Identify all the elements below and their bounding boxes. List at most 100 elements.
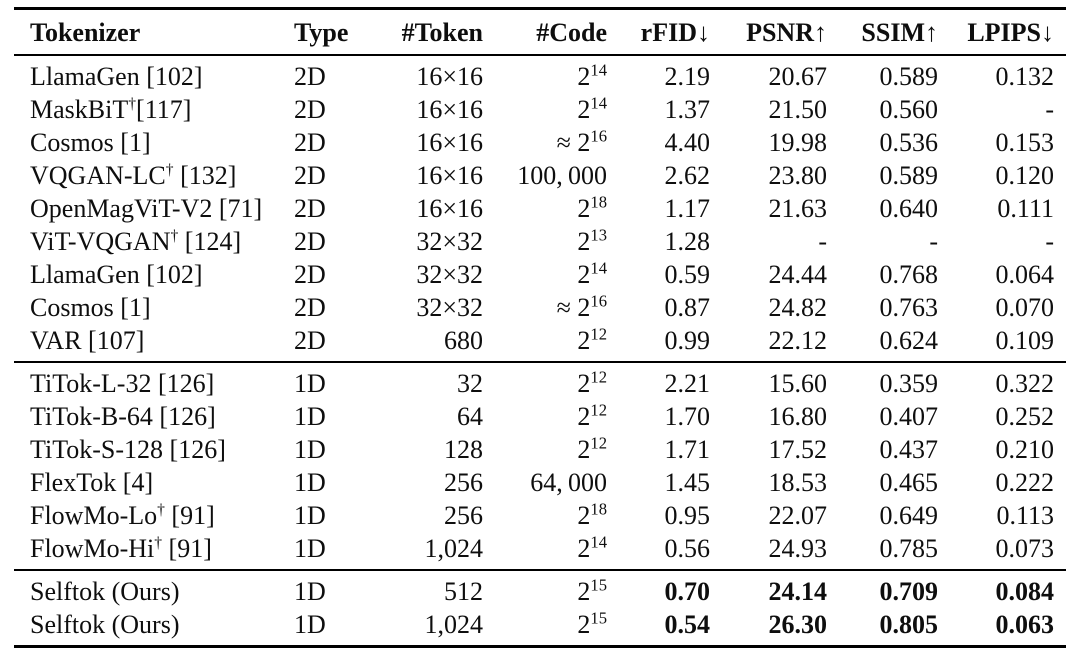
cell-type: 2D — [294, 260, 326, 289]
section-selftok-ours: Selftok (Ours) 1D 512 215 0.70 24.14 0.709 0.08… — [14, 570, 1066, 647]
cell-ssim: 0.407 — [879, 402, 939, 431]
cell-ssim: 0.640 — [879, 194, 939, 223]
cell-tokenizer: TiTok-L-32 [126] — [30, 369, 215, 398]
cell-tokenizer: Cosmos [1] — [30, 128, 151, 157]
cell-lpips: 0.210 — [995, 435, 1055, 464]
table-row: ViT-VQGAN† [124] 2D 32×32 213 1.28 - - - — [14, 225, 1066, 258]
cell-type: 1D — [294, 610, 326, 639]
cell-lpips: 0.064 — [995, 260, 1055, 289]
section-1d-tokenizers: TiTok-L-32 [126] 1D 32 212 2.21 15.60 0.359 0.3… — [14, 362, 1066, 570]
column-header-ssim: SSIM↑ — [861, 18, 938, 47]
cell-psnr: 21.63 — [768, 194, 828, 223]
cell-code: ≈ 216 — [556, 126, 607, 157]
cell-code: 215 — [577, 608, 607, 639]
cell-lpips: 0.252 — [995, 402, 1055, 431]
cell-rfid: 0.54 — [664, 610, 711, 639]
table-row: Selftok (Ours) 1D 1,024 215 0.54 26.30 0.805 0.… — [14, 608, 1066, 647]
cell-rfid: 2.62 — [664, 161, 711, 190]
cell-type: 1D — [294, 369, 326, 398]
cell-code: 214 — [577, 60, 607, 91]
cell-rfid: 1.17 — [664, 194, 711, 223]
table-row: Cosmos [1] 2D 32×32 ≈ 216 0.87 24.82 0.763 0.07… — [14, 291, 1066, 324]
cell-ssim: 0.536 — [879, 128, 939, 157]
column-header-lpips: LPIPS↓ — [967, 18, 1054, 47]
cell-rfid: 2.19 — [664, 62, 711, 91]
cell-ssim: 0.805 — [879, 610, 939, 639]
cell-token: 16×16 — [416, 95, 483, 124]
cell-token: 512 — [444, 577, 483, 606]
cell-ssim: 0.649 — [879, 501, 939, 530]
cell-token: 128 — [444, 435, 483, 464]
cell-token: 1,024 — [424, 610, 484, 639]
cell-tokenizer: Selftok (Ours) — [30, 610, 180, 639]
cell-token: 16×16 — [416, 161, 483, 190]
cell-ssim: 0.763 — [879, 293, 939, 322]
table-row: TiTok-B-64 [126] 1D 64 212 1.70 16.80 0.407 0.2… — [14, 400, 1066, 433]
cell-token: 256 — [444, 468, 483, 497]
cell-token: 32×32 — [416, 293, 483, 322]
cell-code: 64, 000 — [530, 468, 607, 497]
cell-code: 214 — [577, 93, 607, 124]
cell-rfid: 0.87 — [664, 293, 711, 322]
cell-tokenizer: LlamaGen [102] — [30, 62, 203, 91]
cell-tokenizer: TiTok-S-128 [126] — [30, 435, 226, 464]
cell-ssim: 0.560 — [879, 95, 939, 124]
cell-type: 2D — [294, 194, 326, 223]
table-row: VQGAN-LC† [132] 2D 16×16 100, 000 2.62 23.80 0… — [14, 159, 1066, 192]
cell-rfid: 0.59 — [664, 260, 711, 289]
cell-type: 2D — [294, 95, 326, 124]
cell-lpips: - — [1045, 95, 1054, 124]
cell-lpips: 0.222 — [995, 468, 1055, 497]
cell-tokenizer: FlowMo-Hi† [91] — [30, 534, 212, 563]
cell-type: 2D — [294, 128, 326, 157]
cell-psnr: 20.67 — [768, 62, 828, 91]
cell-ssim: 0.709 — [879, 577, 939, 606]
cell-rfid: 4.40 — [664, 128, 711, 157]
cell-tokenizer: OpenMagViT-V2 [71] — [30, 194, 263, 223]
table-row: Selftok (Ours) 1D 512 215 0.70 24.14 0.709 0.08… — [14, 570, 1066, 608]
paper-table-container: Tokenizer Type #Token #Code rFID↓ PSNR↑ SSIM↑ L… — [14, 7, 1066, 648]
cell-psnr: 23.80 — [768, 161, 828, 190]
cell-type: 2D — [294, 326, 326, 355]
cell-rfid: 0.70 — [664, 577, 711, 606]
column-header-psnr: PSNR↑ — [746, 18, 827, 47]
cell-code: 212 — [577, 433, 607, 464]
cell-psnr: 19.98 — [768, 128, 828, 157]
cell-token: 16×16 — [416, 62, 483, 91]
cell-token: 32×32 — [416, 260, 483, 289]
cell-tokenizer: Selftok (Ours) — [30, 577, 180, 606]
column-header-code: #Code — [536, 18, 607, 47]
cell-rfid: 0.56 — [664, 534, 711, 563]
cell-psnr: 16.80 — [768, 402, 828, 431]
cell-code: ≈ 216 — [556, 291, 607, 322]
cell-tokenizer: MaskBiT†[117] — [30, 95, 192, 124]
cell-type: 2D — [294, 62, 326, 91]
cell-ssim: 0.589 — [879, 62, 939, 91]
cell-ssim: - — [929, 227, 938, 256]
cell-psnr: 26.30 — [768, 610, 828, 639]
cell-psnr: 17.52 — [768, 435, 828, 464]
cell-rfid: 1.71 — [664, 435, 711, 464]
table-row: OpenMagViT-V2 [71] 2D 16×16 218 1.17 21.63 0.6… — [14, 192, 1066, 225]
cell-psnr: 22.07 — [768, 501, 828, 530]
cell-tokenizer: Cosmos [1] — [30, 293, 151, 322]
table-row: TiTok-S-128 [126] 1D 128 212 1.71 17.52 0.437 0… — [14, 433, 1066, 466]
cell-ssim: 0.437 — [879, 435, 939, 464]
cell-type: 1D — [294, 501, 326, 530]
cell-lpips: 0.153 — [995, 128, 1055, 157]
cell-tokenizer: ViT-VQGAN† [124] — [30, 227, 242, 256]
table-row: FlowMo-Hi† [91] 1D 1,024 214 0.56 24.93 0.785 0… — [14, 532, 1066, 570]
cell-token: 32×32 — [416, 227, 483, 256]
cell-lpips: 0.322 — [995, 369, 1055, 398]
cell-tokenizer: LlamaGen [102] — [30, 260, 203, 289]
cell-psnr: 24.44 — [768, 260, 828, 289]
cell-rfid: 1.28 — [664, 227, 711, 256]
cell-type: 2D — [294, 227, 326, 256]
column-header-rfid: rFID↓ — [640, 18, 710, 47]
cell-type: 2D — [294, 161, 326, 190]
cell-token: 256 — [444, 501, 483, 530]
cell-code: 212 — [577, 367, 607, 398]
cell-lpips: 0.109 — [995, 326, 1055, 355]
cell-token: 32 — [457, 369, 483, 398]
cell-ssim: 0.465 — [879, 468, 939, 497]
